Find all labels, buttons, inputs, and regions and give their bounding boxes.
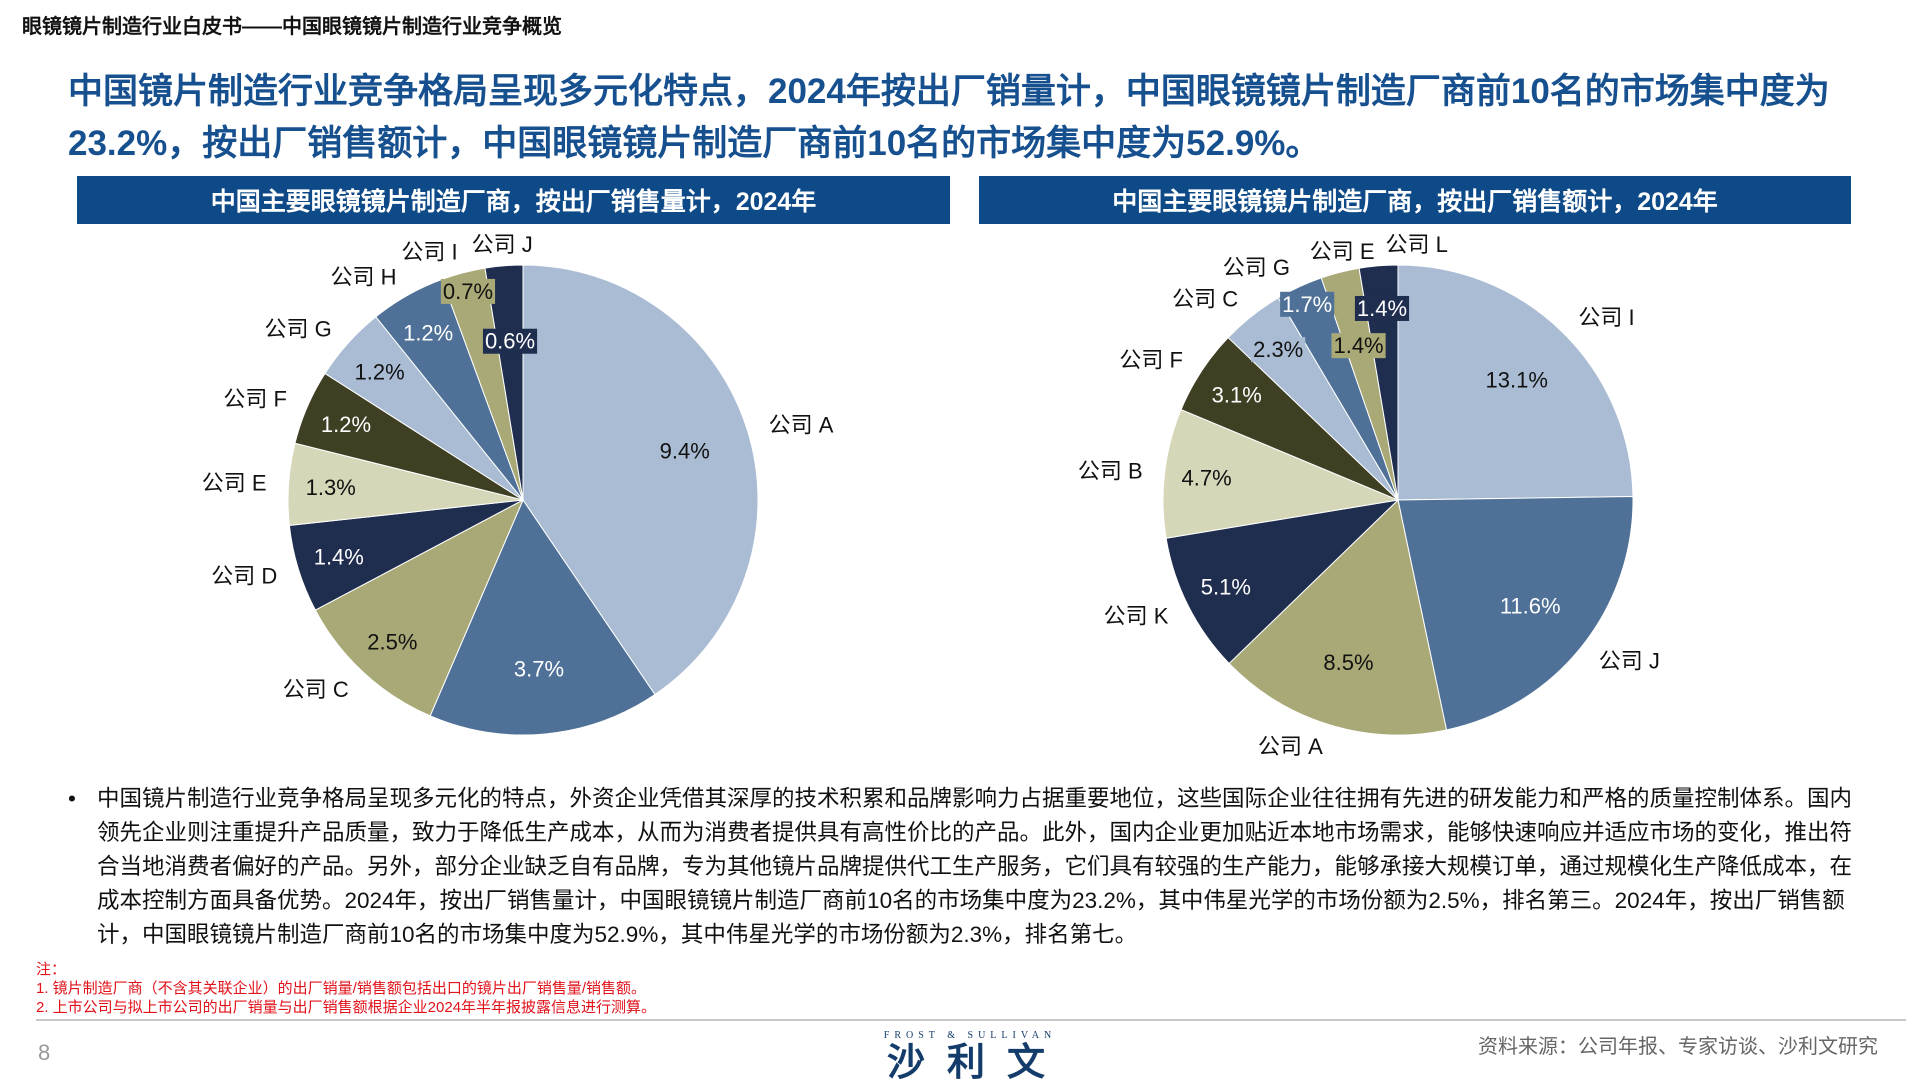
logo-cn: 沙利文	[886, 1042, 1067, 1084]
category-label: 公司 K	[1104, 604, 1169, 629]
category-label: 公司 D	[211, 563, 277, 588]
data-label: 8.5%	[1323, 650, 1373, 675]
data-label: 1.3%	[306, 475, 356, 500]
category-label: 公司 A	[1258, 734, 1323, 759]
note-item: 2. 上市公司与拟上市公司的出厂销量与出厂销售额根据企业2024年半年报披露信息…	[36, 999, 657, 1016]
data-label-background	[1251, 337, 1306, 363]
data-label: 11.6%	[1500, 594, 1561, 619]
pie-slice	[429, 498, 656, 736]
data-label: 1.7%	[1282, 292, 1332, 317]
pie-slice	[1358, 264, 1399, 501]
data-label: 0.7%	[443, 279, 493, 304]
document-header: 眼镜镜片制造行业白皮书——中国眼镜镜片制造行业竞争概览	[22, 16, 562, 38]
pie-chart-revenue: 13.1%11.6%8.5%5.1%4.7%3.1%2.3%1.7%1.4%1.…	[1078, 232, 1660, 759]
category-label: 公司 C	[1172, 287, 1238, 312]
pie-slice	[1397, 264, 1634, 501]
pie-slice	[1397, 496, 1634, 731]
data-label: 3.7%	[514, 656, 564, 681]
data-label-background	[1331, 333, 1386, 359]
body-paragraph: • 中国镜片制造行业竞争格局呈现多元化的特点，外资企业凭借其深厚的技术积累和品牌…	[68, 782, 1873, 952]
pie-slice	[314, 498, 525, 717]
data-label-background	[440, 278, 496, 304]
data-label: 0.6%	[485, 329, 535, 354]
footer-divider	[36, 1019, 1906, 1021]
logo-en: FROST & SULLIVAN	[883, 1030, 1057, 1041]
category-label: 公司 G	[1223, 255, 1290, 280]
category-label: 公司 J	[472, 232, 533, 257]
headline: 中国镜片制造行业竞争格局呈现多元化特点，2024年按出厂销量计，中国眼镜镜片制造…	[68, 72, 1830, 163]
category-label: 公司 F	[1119, 347, 1183, 372]
pie-slice	[1162, 408, 1400, 539]
data-label: 1.2%	[403, 320, 453, 345]
data-label: 4.7%	[1182, 466, 1232, 491]
bullet-icon: •	[68, 786, 76, 811]
category-label: 公司 I	[1578, 305, 1634, 330]
category-label: 公司 J	[1599, 648, 1660, 673]
category-label: 公司 E	[1310, 239, 1375, 264]
frost-sullivan-logo: FROST & SULLIVAN 沙利文	[870, 1030, 1070, 1085]
bullet-text: 中国镜片制造行业竞争格局呈现多元化的特点，外资企业凭借其深厚的技术积累和品牌影响…	[97, 786, 1853, 947]
data-label: 3.1%	[1212, 383, 1262, 408]
pie-slice	[1228, 499, 1448, 736]
category-label: 公司 L	[1385, 232, 1447, 257]
page-number: 8	[38, 1040, 51, 1065]
data-label-background	[1354, 295, 1410, 321]
pie-slice	[1165, 499, 1400, 665]
data-label: 2.3%	[1253, 337, 1303, 362]
data-label: 1.4%	[1333, 333, 1383, 358]
category-label: 公司 E	[202, 471, 267, 496]
data-label-background	[482, 328, 538, 354]
category-label: 公司 H	[330, 264, 396, 289]
category-label: 公司 I	[401, 239, 457, 264]
data-label: 1.4%	[314, 545, 364, 570]
category-label: 公司 A	[769, 413, 834, 438]
category-label: 公司 B	[1078, 458, 1143, 483]
data-label-background	[1280, 291, 1335, 317]
notes-label: 注：	[36, 961, 67, 978]
label-layer: 13.1%11.6%8.5%5.1%4.7%3.1%2.3%1.7%1.4%1.…	[1078, 232, 1660, 759]
pie-slice	[522, 264, 759, 696]
label-layer: 9.4% 3.7% 2.5% 1.4% 1.3% 1.2% 1.2% 1.2% 0.7% 0.6%…	[202, 232, 834, 702]
data-label: 5.1%	[1201, 575, 1251, 600]
source-note: 资料来源：公司年报、专家访谈、沙利文研究	[1478, 1036, 1878, 1058]
notes: 注： 1. 镜片制造厂商（不含其关联企业）的出厂销量/销售额包括出口的镜片出厂销…	[36, 960, 656, 1017]
pie-chart-volume: 9.4% 3.7% 2.5% 1.4% 1.3% 1.2% 1.2% 1.2% 0.7% 0.6%…	[202, 232, 834, 736]
category-label: 公司 F	[223, 386, 287, 411]
note-item: 1. 镜片制造厂商（不含其关联企业）的出厂销量/销售额包括出口的镜片出厂销售量/…	[36, 980, 647, 997]
chart-title-volume: 中国主要眼镜镜片制造厂商，按出厂销售量计，2024年	[77, 176, 950, 224]
data-label: 2.5%	[367, 630, 417, 655]
chart-title-revenue: 中国主要眼镜镜片制造厂商，按出厂销售额计，2024年	[979, 176, 1851, 224]
data-label: 13.1%	[1486, 367, 1548, 392]
pie-slice	[484, 264, 524, 501]
category-label: 公司 G	[264, 316, 331, 341]
data-label: 1.4%	[1357, 296, 1407, 321]
data-label: 9.4%	[660, 438, 710, 463]
data-label: 1.2%	[354, 359, 404, 384]
data-label: 1.2%	[321, 412, 371, 437]
category-label: 公司 C	[283, 677, 349, 702]
